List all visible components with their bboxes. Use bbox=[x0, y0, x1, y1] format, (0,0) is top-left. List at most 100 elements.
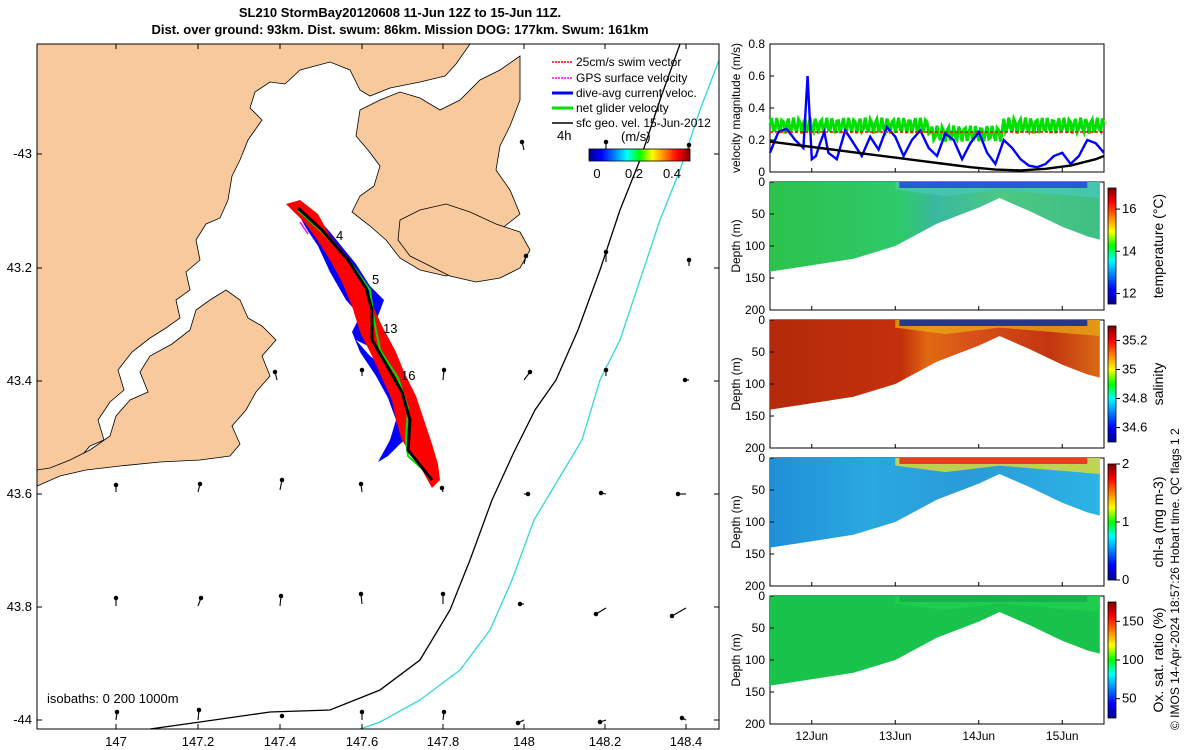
legend-label: net glider velocity bbox=[576, 101, 669, 115]
current-arrow-head bbox=[593, 611, 599, 617]
colorbar-tick-label: 34.6 bbox=[1122, 420, 1147, 435]
colorbar-tick-label: 150 bbox=[1122, 613, 1144, 628]
figure-title-line1: SL210 StormBay20120608 11-Jun 12Z to 15-… bbox=[238, 5, 562, 20]
current-arrow-head bbox=[679, 715, 685, 721]
figure-title-line2: Dist. over ground: 93km. Dist. swum: 86k… bbox=[151, 22, 649, 37]
depth-tick-label: 100 bbox=[745, 239, 765, 253]
gps-track bbox=[296, 206, 434, 481]
current-arrow-head bbox=[278, 593, 284, 599]
track-label: 4 bbox=[336, 228, 343, 243]
gps-surface-velocity bbox=[299, 221, 309, 235]
depth-tick-label: 50 bbox=[752, 621, 766, 635]
current-arrow bbox=[671, 607, 687, 617]
speed-colorbar: 0 0.2 0.4 bbox=[588, 148, 691, 181]
land-tasman-peninsula bbox=[397, 203, 531, 283]
colorbar-tick-label: 1 bbox=[1122, 514, 1129, 529]
section-fill bbox=[770, 458, 1100, 548]
depth-axis-label: Depth (m) bbox=[729, 495, 743, 548]
current-arrow-head bbox=[114, 709, 120, 715]
depth-tick-label: 200 bbox=[745, 579, 765, 593]
current-arrow-head bbox=[598, 490, 604, 496]
current-arrow-head bbox=[198, 595, 204, 601]
current-arrow-head bbox=[597, 719, 603, 725]
dive-avg-current-vectors bbox=[294, 206, 416, 462]
legend-label: dive-avg current veloc. bbox=[576, 86, 697, 100]
depth-tick-label: 0 bbox=[758, 175, 765, 189]
map-x-tick-label: 147.8 bbox=[427, 734, 460, 749]
map-y-tick-label: 43.8 bbox=[7, 599, 32, 614]
map-x-tick-label: 147.6 bbox=[346, 734, 379, 749]
depth-axis-label: Depth (m) bbox=[729, 219, 743, 272]
land-mainland bbox=[37, 44, 471, 487]
track-day-labels: 4 5 13 16 bbox=[336, 228, 415, 383]
colorbar-tick: 0 bbox=[593, 166, 600, 181]
swim-vectors bbox=[286, 200, 440, 488]
current-arrow-head bbox=[523, 253, 529, 259]
depth-tick-label: 100 bbox=[745, 515, 765, 529]
map-x-tick-label: 148.4 bbox=[670, 734, 703, 749]
current-arrow-head bbox=[113, 595, 119, 601]
map-legend: 25cm/s swim vector GPS surface velocity … bbox=[552, 55, 711, 144]
current-arrow-head bbox=[359, 367, 365, 373]
series-sfc-geo-vel- bbox=[769, 140, 1105, 172]
track-label: 13 bbox=[383, 321, 397, 336]
velocity-y-tick-label: 0.6 bbox=[748, 69, 765, 83]
colorbar-tick-label: 35.2 bbox=[1122, 333, 1147, 348]
current-arrow-head bbox=[515, 720, 521, 726]
current-arrow-head bbox=[517, 601, 523, 607]
legend-item-sfc: sfc geo. vel. 15-Jun-2012 bbox=[552, 116, 711, 130]
colorbar-tick: 0.2 bbox=[625, 166, 643, 181]
current-arrow-head bbox=[272, 369, 278, 375]
depth-tick-label: 150 bbox=[745, 547, 765, 561]
map-y-tick-label: 43.2 bbox=[7, 260, 32, 275]
current-arrow-head bbox=[686, 142, 692, 148]
depth-tick-label: 50 bbox=[752, 207, 766, 221]
map-x-tick-label: 148 bbox=[513, 734, 535, 749]
current-arrow-head bbox=[603, 139, 609, 145]
velocity-panel: 0 0.2 0.4 0.6 0.8 velocity magnitude (m/s) bbox=[729, 37, 1106, 179]
depth-tick-label: 50 bbox=[752, 483, 766, 497]
legend-label: 25cm/s swim vector bbox=[576, 55, 681, 69]
map-x-tick-label: 147.4 bbox=[264, 734, 297, 749]
colorbar-tick-label: 14 bbox=[1122, 243, 1136, 258]
map-y-tick-label: 43.6 bbox=[7, 486, 32, 501]
map-frame bbox=[36, 43, 720, 730]
section-surface-strip bbox=[899, 182, 1088, 188]
colorbar-tick-label: 0 bbox=[1122, 572, 1129, 587]
colorbar-tick-label: 2 bbox=[1122, 456, 1129, 471]
current-arrow-head bbox=[686, 257, 692, 263]
colorbar-unit-label: (m/s) bbox=[621, 129, 651, 144]
map-y-tick-label: 43.4 bbox=[7, 373, 32, 388]
map-y-tick-label: -44 bbox=[13, 712, 32, 727]
depth-tick-label: 200 bbox=[745, 303, 765, 317]
current-arrow-head bbox=[441, 709, 447, 715]
depth-tick-label: 200 bbox=[745, 441, 765, 455]
current-arrow-head bbox=[519, 139, 525, 145]
current-arrow-head bbox=[358, 481, 364, 487]
colorbar-tick-label: 35 bbox=[1122, 362, 1136, 377]
legend-label: sfc geo. vel. 15-Jun-2012 bbox=[576, 116, 711, 130]
legend-label: GPS surface velocity bbox=[576, 71, 687, 85]
land-peninsula-south bbox=[37, 289, 277, 487]
colorbar-tick: 0.4 bbox=[663, 166, 681, 181]
current-arrow-head bbox=[441, 367, 447, 373]
time-tick-label: 14Jun bbox=[962, 729, 995, 743]
current-arrow-head bbox=[682, 377, 688, 383]
legend-item-gps: GPS surface velocity bbox=[552, 71, 687, 85]
map-x-axis: 147 147.2 147.4 147.6 147.8 148 148.2 148.4 bbox=[105, 44, 702, 749]
velocity-y-tick-label: 0.4 bbox=[748, 101, 765, 115]
copyright-notice: © IMOS 14-Apr-2024 18:57:26 Hobart time.… bbox=[1168, 428, 1182, 730]
time-x-axis: 12Jun 13Jun 14Jun 15Jun bbox=[795, 168, 1079, 743]
depth-axis-label: Depth (m) bbox=[729, 357, 743, 410]
section-surface-strip bbox=[899, 320, 1088, 326]
colorbar-label: salinity bbox=[1150, 363, 1166, 406]
velocity-y-tick-label: 0.8 bbox=[748, 37, 765, 51]
current-arrow-head bbox=[197, 481, 203, 487]
current-arrow-head bbox=[669, 613, 675, 619]
map-y-axis: -43 43.2 43.4 43.6 43.8 -44 bbox=[7, 146, 719, 727]
section-fill bbox=[770, 596, 1100, 686]
colorbar-tick-label: 12 bbox=[1122, 285, 1136, 300]
right-panels: 0 0.2 0.4 0.6 0.8 velocity magnitude (m/s) 0… bbox=[729, 37, 1166, 743]
depth-tick-label: 200 bbox=[745, 717, 765, 731]
depth-tick-label: 150 bbox=[745, 685, 765, 699]
